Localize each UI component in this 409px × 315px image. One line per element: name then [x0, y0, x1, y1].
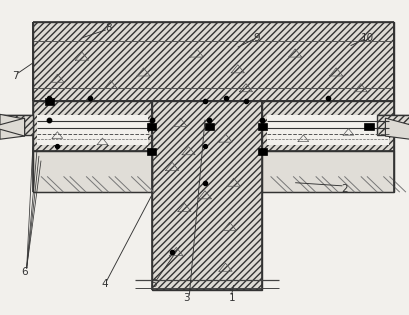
- Bar: [151, 101, 262, 290]
- Bar: [257, 148, 266, 155]
- Text: 4: 4: [101, 279, 108, 289]
- Bar: [33, 151, 151, 192]
- Bar: [37, 115, 147, 145]
- Bar: [33, 101, 393, 151]
- Bar: [0, 115, 33, 135]
- Text: 5: 5: [150, 279, 157, 289]
- Bar: [257, 123, 266, 130]
- Polygon shape: [0, 114, 25, 139]
- Text: 2: 2: [340, 184, 347, 194]
- Text: 9: 9: [252, 33, 259, 43]
- Text: 1: 1: [228, 293, 234, 303]
- Bar: [364, 123, 373, 130]
- Text: 3: 3: [183, 293, 189, 303]
- Text: 8: 8: [105, 23, 112, 33]
- Bar: [45, 98, 54, 105]
- Text: 10: 10: [360, 33, 373, 43]
- Polygon shape: [0, 118, 25, 136]
- Bar: [262, 151, 393, 192]
- Bar: [204, 123, 213, 130]
- Text: 7: 7: [12, 71, 19, 81]
- Text: 6: 6: [21, 267, 28, 278]
- Polygon shape: [384, 118, 409, 139]
- Bar: [147, 123, 156, 130]
- Bar: [376, 115, 409, 135]
- Bar: [33, 22, 393, 101]
- Bar: [266, 115, 389, 145]
- Bar: [147, 148, 156, 155]
